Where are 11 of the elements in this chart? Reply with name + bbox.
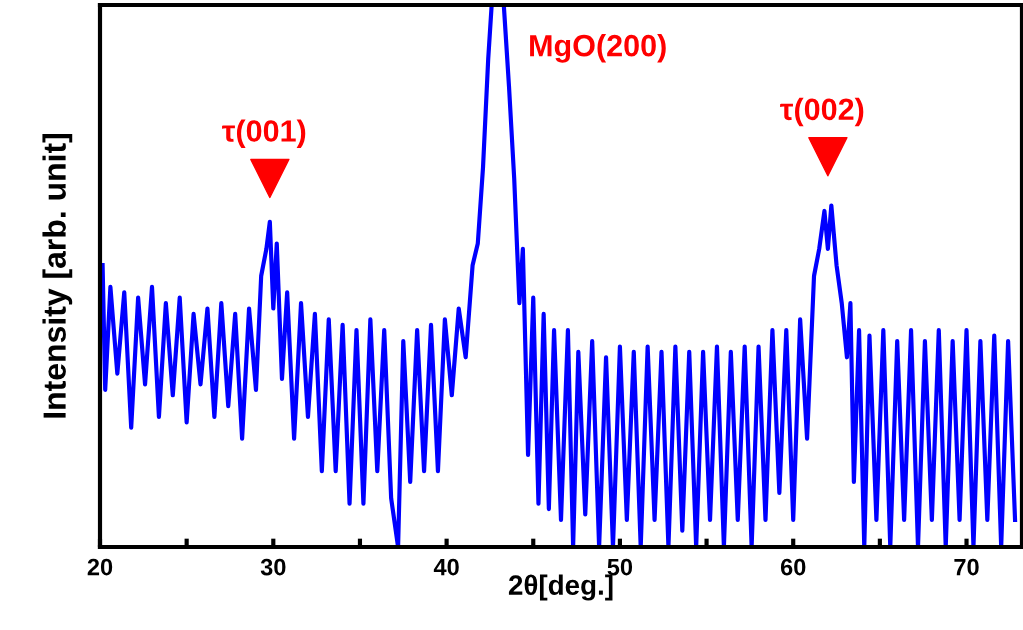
x-tick-label: 70	[954, 558, 979, 576]
y-axis-title: Intensity [arb. unit]	[42, 134, 73, 418]
x-axis-title: 2θ[deg.]	[508, 574, 613, 601]
annotation: MgO(200)	[530, 34, 666, 63]
x-tick-label: 20	[87, 558, 113, 576]
x-tick-label: 60	[780, 558, 806, 576]
annotation: τ(002)	[780, 97, 864, 127]
x-tick-label: 50	[607, 558, 633, 576]
x-tick-label: 30	[260, 558, 286, 576]
annotation: τ(001)	[222, 119, 306, 148]
x-tick-label: 40	[433, 558, 459, 576]
